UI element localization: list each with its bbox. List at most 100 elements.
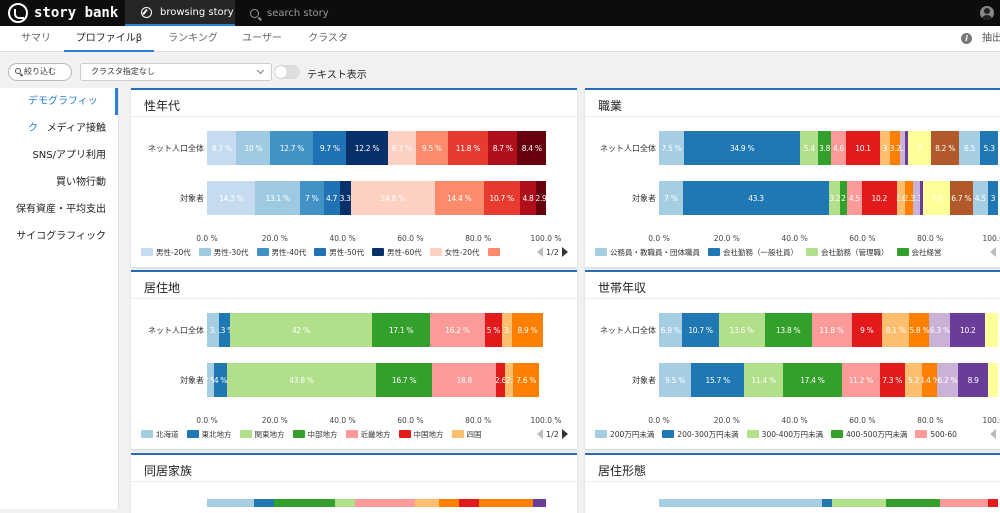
bar-segment[interactable]: 8.1 %	[882, 313, 910, 347]
bar-segment[interactable]: 4.5	[846, 181, 862, 215]
bar-segment[interactable]: 16.2 %	[430, 313, 485, 347]
bar-segment[interactable]: 13.8 %	[764, 313, 812, 347]
bar-segment[interactable]: 6.2 %	[937, 363, 959, 397]
bar-segment[interactable]: 18.8	[432, 363, 497, 397]
bar-segment[interactable]: 8.2 %	[931, 131, 959, 165]
user-avatar-icon[interactable]	[980, 6, 994, 20]
legend-item[interactable]: 女性-20代	[429, 247, 480, 258]
bar-segment[interactable]	[478, 499, 533, 507]
bar-segment[interactable]: 10.7 %	[682, 313, 719, 347]
legend-item[interactable]: 公務員・教職員・団体職員	[595, 247, 700, 258]
bar-segment[interactable]: 43.8 %	[227, 363, 376, 397]
bar-segment[interactable]: 8.9 %	[512, 313, 543, 347]
sidebar-item-shopping[interactable]: 買い物行動	[56, 177, 106, 188]
legend-item[interactable]: 男性-60代	[372, 247, 422, 258]
legend-item[interactable]: 中部地方	[292, 429, 338, 440]
legend-item[interactable]: 東北地方	[186, 429, 232, 440]
bar-segment[interactable]: 6.3 %	[929, 313, 951, 347]
pager-prev-icon[interactable]	[990, 247, 996, 257]
pager-next-icon[interactable]	[561, 429, 568, 439]
bar-segment[interactable]	[905, 131, 909, 165]
bar-segment[interactable]: 2 %	[207, 363, 214, 397]
bar-segment[interactable]: 8.3 %	[387, 131, 416, 165]
bar-segment[interactable]: 9 %	[851, 313, 883, 347]
bar-segment[interactable]	[438, 499, 459, 507]
legend-item[interactable]: 男性-40代	[256, 247, 306, 258]
tab-users[interactable]: ユーザー	[242, 33, 282, 44]
sidebar-item-media[interactable]: メディア接触	[46, 123, 106, 134]
bar-segment[interactable]: 5.2	[904, 363, 923, 397]
bar-segment[interactable]: 4.4 %	[922, 363, 938, 397]
bar-segment[interactable]: 3.2	[829, 181, 841, 215]
bar-segment[interactable]	[274, 499, 335, 507]
bar-segment[interactable]: 1.5	[900, 131, 906, 165]
legend-item[interactable]: 300-400万円未満	[746, 429, 823, 440]
legend-item[interactable]: 男性-20代	[141, 247, 191, 258]
legend-item[interactable]: 男性-30代	[198, 247, 249, 258]
bar-segment[interactable]: 7 %	[659, 181, 683, 215]
bar-segment[interactable]: 2	[840, 181, 847, 215]
bar-segment[interactable]: 3.3	[339, 181, 351, 215]
bar-segment[interactable]: 9.5 %	[659, 363, 692, 397]
tab-ranking[interactable]: ランキング	[168, 33, 218, 44]
bar-segment[interactable]: 43.3	[682, 181, 830, 215]
legend-item[interactable]: 北海道	[141, 429, 179, 440]
bar-segment[interactable]: 4.6	[830, 131, 847, 165]
bar-segment[interactable]: 7.5 %	[659, 131, 684, 165]
bar-segment[interactable]	[254, 499, 275, 507]
bar-segment[interactable]	[988, 363, 998, 397]
bar-segment[interactable]	[940, 499, 988, 507]
bar-segment[interactable]: 6.9 %	[659, 313, 683, 347]
bar-segment[interactable]: 7.9	[923, 181, 950, 215]
bar-segment[interactable]: 2.	[504, 363, 514, 397]
pager-prev-icon[interactable]	[537, 247, 543, 257]
bar-segment[interactable]: 14.4 %	[434, 181, 484, 215]
legend-item[interactable]: 500-60	[915, 430, 957, 439]
bar-segment[interactable]	[886, 499, 941, 507]
bar-segment[interactable]	[532, 499, 546, 507]
legend-item[interactable]: 会社経営	[896, 247, 942, 258]
bar-segment[interactable]: 4 %	[213, 363, 228, 397]
bar-segment[interactable]: 12.2 %	[346, 131, 388, 165]
bar-segment[interactable]: 5.3	[980, 131, 999, 165]
bar-segment[interactable]: 10.2	[862, 181, 897, 215]
app-logo[interactable]: story bank	[8, 3, 118, 23]
bar-segment[interactable]: 7 %	[299, 181, 324, 215]
bar-segment[interactable]: 2.1	[913, 181, 921, 215]
bar-segment[interactable]	[207, 499, 254, 507]
tab-browsing-story[interactable]: browsing story	[125, 0, 235, 26]
narrow-down-button[interactable]: 絞り込む	[8, 63, 72, 81]
legend-item[interactable]: 会社勤務（一般社員）	[708, 247, 798, 258]
bar-segment[interactable]: 2.3	[905, 181, 914, 215]
tab-summary[interactable]: サマリ	[21, 33, 51, 44]
info-icon[interactable]: i	[961, 33, 972, 44]
legend-item[interactable]: 男性-50代	[314, 247, 364, 258]
bar-segment[interactable]: 9.5 %	[415, 131, 448, 165]
tab-profile[interactable]: プロファイルβ	[64, 26, 154, 52]
bar-segment[interactable]: 5.4	[800, 131, 819, 165]
legend-item[interactable]	[487, 248, 503, 256]
bar-segment[interactable]: 3.	[207, 313, 219, 347]
bar-segment[interactable]: 34.9 %	[683, 131, 801, 165]
bar-segment[interactable]	[831, 499, 887, 507]
legend-item[interactable]: 200-300万円未満	[662, 429, 739, 440]
bar-segment[interactable]: 10.1	[846, 131, 880, 165]
bar-segment[interactable]: 5 %	[484, 313, 502, 347]
bar-segment[interactable]: 8.4 %	[517, 131, 546, 165]
bar-segment[interactable]: 4.5	[972, 181, 988, 215]
bar-segment[interactable]: 11.8 %	[811, 313, 852, 347]
bar-segment[interactable]: 7.6 %	[513, 363, 540, 397]
bar-segment[interactable]: 6.7 %	[949, 181, 973, 215]
bar-segment[interactable]: 8.7 %	[207, 131, 237, 165]
bar-segment[interactable]: 13.6 %	[718, 313, 765, 347]
sidebar-item-sns[interactable]: SNS/アプリ利用	[32, 150, 106, 161]
bar-segment[interactable]: 3.3 %	[218, 313, 230, 347]
bar-segment[interactable]: 15.7 %	[691, 363, 745, 397]
bar-segment[interactable]: 14.3 %	[207, 181, 256, 215]
bar-segment[interactable]: 11.8 %	[447, 131, 488, 165]
legend-item[interactable]: 会社勤務（管理職）	[806, 247, 889, 258]
bar-segment[interactable]	[458, 499, 479, 507]
bar-segment[interactable]: 24.8 %	[350, 181, 435, 215]
legend-item[interactable]: 関東地方	[239, 429, 285, 440]
bar-segment[interactable]: 2.6	[496, 363, 505, 397]
